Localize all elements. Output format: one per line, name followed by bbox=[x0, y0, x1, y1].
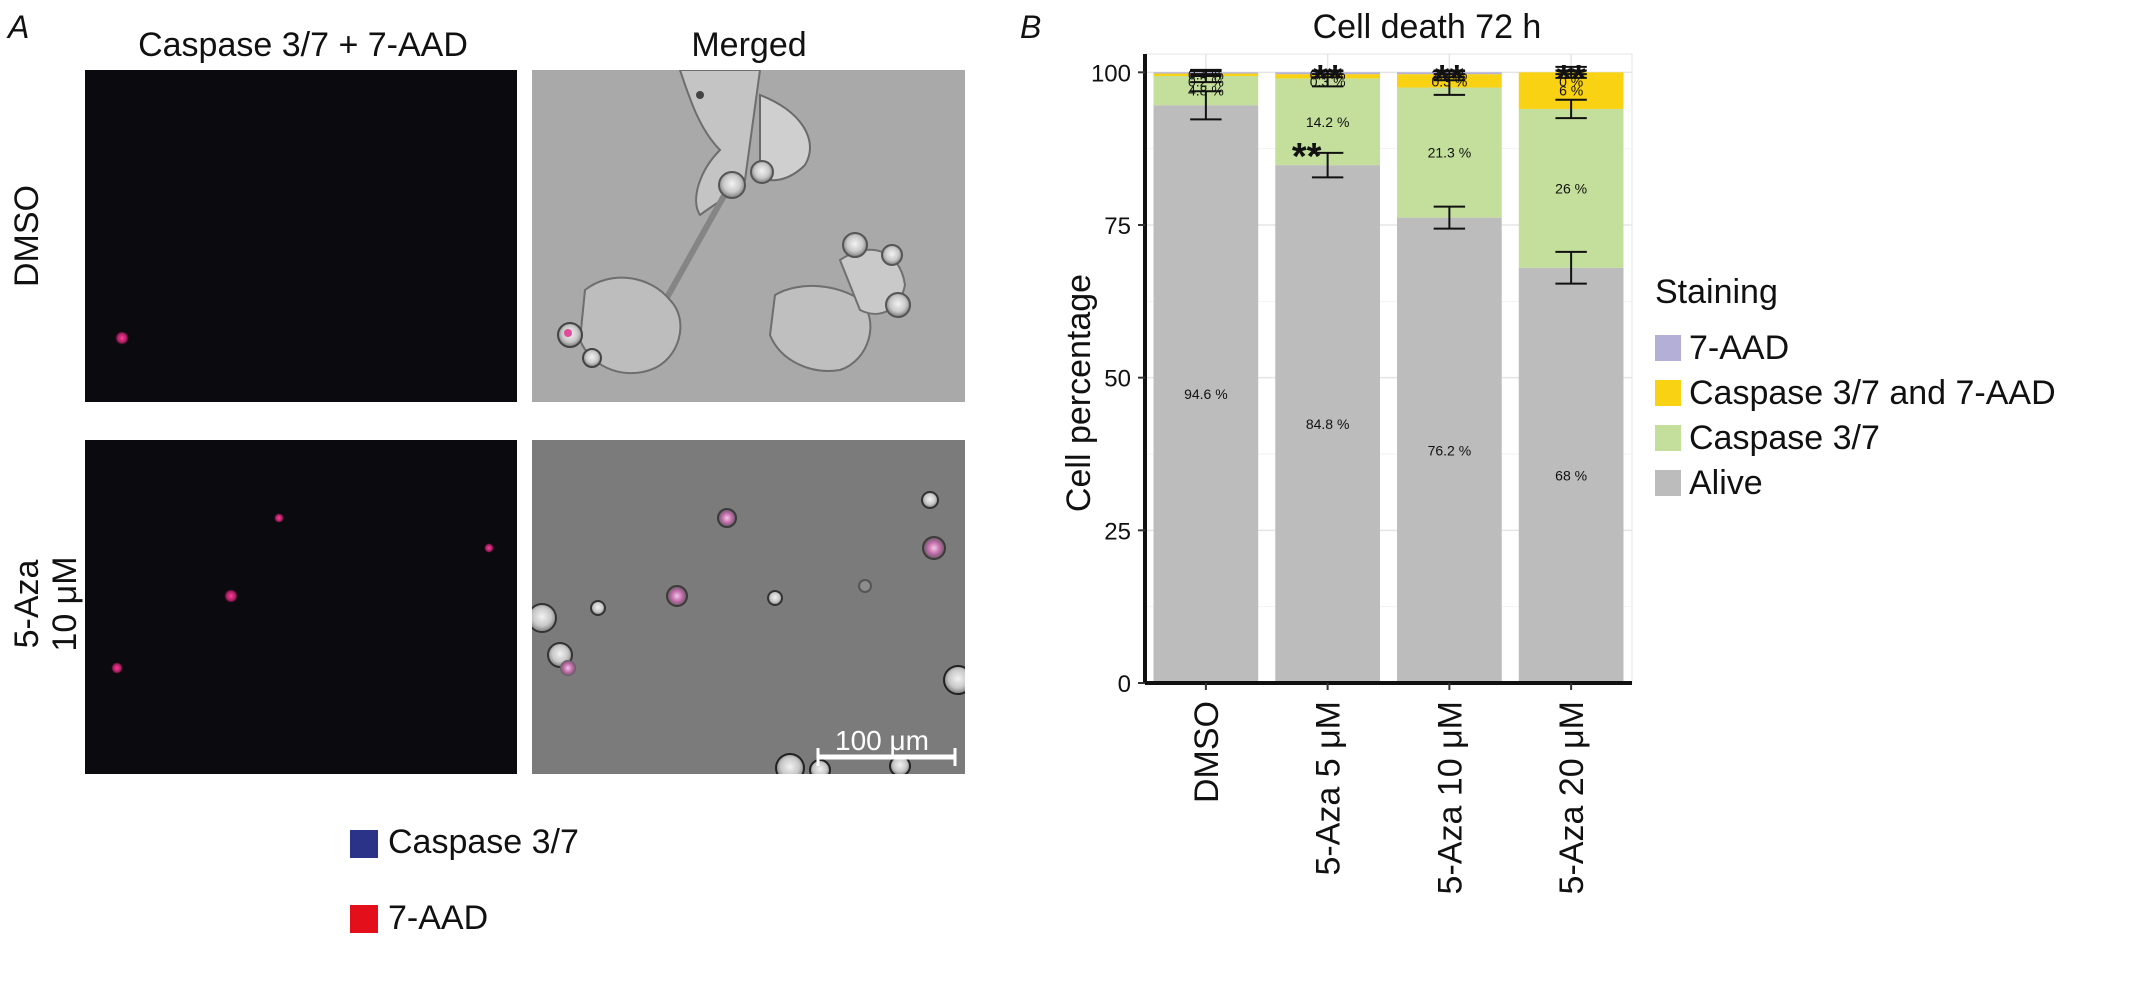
bar-caspase-3-7-5-aza-20-m bbox=[1518, 108, 1624, 268]
row-label-5aza: 5-Aza bbox=[8, 560, 46, 649]
data-label-alive-5-aza-20-m: 68 % bbox=[1555, 467, 1587, 483]
micrograph-merged-5aza bbox=[532, 440, 965, 774]
data-label-alive-dmso: 94.6 % bbox=[1184, 386, 1228, 402]
bar-caspase-3-7-5-aza-10-m bbox=[1397, 87, 1502, 218]
data-label-caspase-3-7-5-aza-20-m: 26 % bbox=[1555, 180, 1587, 196]
panel-a: A Caspase 3/7 + 7-AAD Merged DMSO 5-Aza … bbox=[6, 9, 965, 937]
data-label-7-aad-5-aza-5-m: 0.3 % bbox=[1310, 73, 1346, 89]
y-axis-title: Cell percentage bbox=[1060, 274, 1098, 512]
data-label-caspase-3-7-and-7-aad-5-aza-20-m: 6 % bbox=[1559, 83, 1583, 99]
micrograph-fluorescence-5aza bbox=[85, 440, 517, 774]
legend-swatch-caspase bbox=[350, 830, 378, 858]
bar-alive-5-aza-5-m bbox=[1275, 165, 1380, 684]
data-label-caspase-3-7-5-aza-10-m: 21.3 % bbox=[1428, 145, 1472, 161]
micrograph-fluorescence-dmso bbox=[85, 70, 517, 402]
column-title-merged: Merged bbox=[691, 26, 806, 64]
staining-legend: Staining 7-AAD Caspase 3/7 and 7-AAD Caspa… bbox=[1655, 273, 2056, 502]
panel-b-letter: B bbox=[1020, 9, 1041, 45]
panel-b: B Cell death 72 h Cell percentage 94.6 %… bbox=[1020, 8, 2056, 894]
channel-legend: Caspase 3/7 7-AAD bbox=[350, 823, 579, 937]
data-label-alive-5-aza-10-m: 76.2 % bbox=[1428, 442, 1472, 458]
x-tick-label-5-aza-10-m: 5-Aza 10 μM bbox=[1431, 701, 1469, 894]
data-label-7-aad-5-aza-10-m: 0.3 % bbox=[1431, 73, 1467, 89]
legend-swatch-7-aad bbox=[1655, 335, 1681, 361]
bar-alive-5-aza-10-m bbox=[1397, 217, 1502, 683]
bar-alive-5-aza-20-m bbox=[1518, 267, 1624, 683]
legend-title: Staining bbox=[1655, 273, 1778, 311]
y-tick-label: 100 bbox=[1091, 60, 1131, 87]
legend-swatch-7aad bbox=[350, 905, 378, 933]
x-tick-label-5-aza-20-m: 5-Aza 20 μM bbox=[1553, 701, 1591, 894]
y-tick-label: 25 bbox=[1104, 518, 1131, 545]
column-title-fluorescence: Caspase 3/7 + 7-AAD bbox=[138, 26, 468, 64]
stacked-bar-chart: 94.6 % 84.8 % 76.2 % 68 % 4.8 % 14.2 % 21.3 % 2… bbox=[1091, 53, 1633, 894]
legend-label-caspase: Caspase 3/7 bbox=[388, 823, 579, 861]
data-label-7-aad-dmso: 0.2 % bbox=[1188, 73, 1224, 89]
data-label-caspase-3-7-5-aza-5-m: 14.2 % bbox=[1306, 114, 1350, 130]
bar-alive-dmso bbox=[1153, 105, 1259, 683]
legend-label-7aad: 7-AAD bbox=[388, 899, 488, 937]
legend-label-caspase-3-7: Caspase 3/7 bbox=[1689, 419, 1880, 457]
legend-label-7-aad: 7-AAD bbox=[1689, 329, 1789, 367]
bar-caspase-3-7-5-aza-5-m bbox=[1275, 78, 1380, 166]
scale-bar-label: 100 μm bbox=[835, 725, 929, 756]
significance-marker: ** bbox=[1313, 58, 1343, 100]
row-label-dmso: DMSO bbox=[8, 185, 46, 287]
micrograph-merged-dmso bbox=[532, 70, 965, 402]
row-label-10um: 10 μM bbox=[46, 556, 84, 651]
significance-marker-inner: ** bbox=[1292, 136, 1322, 178]
y-tick-label: 0 bbox=[1118, 671, 1131, 698]
y-tick-label: 50 bbox=[1104, 366, 1131, 393]
x-tick-label-5-aza-5-m: 5-Aza 5 μM bbox=[1310, 701, 1348, 876]
data-label-caspase-3-7-dmso: 4.8 % bbox=[1188, 83, 1224, 99]
legend-label-alive: Alive bbox=[1689, 464, 1763, 502]
x-tick-label-dmso: DMSO bbox=[1188, 701, 1226, 803]
legend-swatch-caspase-3-7-and-7-aad bbox=[1655, 380, 1681, 406]
data-label-7-aad-5-aza-20-m: 0 % bbox=[1559, 73, 1583, 89]
scale-bar: 100 μm bbox=[816, 725, 957, 766]
significance-marker: ** bbox=[1556, 58, 1586, 100]
significance-marker: ** bbox=[1435, 58, 1465, 100]
data-label-alive-5-aza-5-m: 84.8 % bbox=[1306, 416, 1350, 432]
panel-a-letter: A bbox=[6, 9, 29, 45]
legend-swatch-caspase-3-7 bbox=[1655, 425, 1681, 451]
legend-label-caspase-3-7-and-7-aad: Caspase 3/7 and 7-AAD bbox=[1689, 374, 2056, 412]
legend-swatch-alive bbox=[1655, 470, 1681, 496]
y-tick-label: 75 bbox=[1104, 213, 1131, 240]
chart-title: Cell death 72 h bbox=[1313, 8, 1542, 46]
